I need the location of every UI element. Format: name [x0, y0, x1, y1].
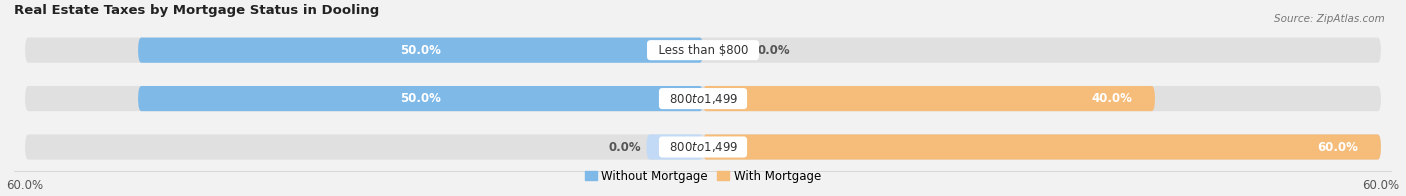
Text: 0.0%: 0.0% [758, 44, 790, 57]
Text: $800 to $1,499: $800 to $1,499 [662, 140, 744, 154]
Text: 50.0%: 50.0% [401, 44, 441, 57]
FancyBboxPatch shape [25, 134, 1381, 160]
Text: Less than $800: Less than $800 [651, 44, 755, 57]
FancyBboxPatch shape [25, 86, 1381, 111]
FancyBboxPatch shape [703, 86, 1154, 111]
Text: $800 to $1,499: $800 to $1,499 [662, 92, 744, 106]
FancyBboxPatch shape [138, 86, 703, 111]
Legend: Without Mortgage, With Mortgage: Without Mortgage, With Mortgage [585, 170, 821, 182]
Text: 40.0%: 40.0% [1091, 92, 1132, 105]
Text: 60.0%: 60.0% [1317, 141, 1358, 153]
FancyBboxPatch shape [703, 134, 1381, 160]
FancyBboxPatch shape [138, 38, 703, 63]
FancyBboxPatch shape [25, 38, 1381, 63]
Text: Source: ZipAtlas.com: Source: ZipAtlas.com [1274, 14, 1385, 24]
Text: 0.0%: 0.0% [609, 141, 641, 153]
Text: Real Estate Taxes by Mortgage Status in Dooling: Real Estate Taxes by Mortgage Status in … [14, 4, 380, 17]
FancyBboxPatch shape [647, 134, 703, 160]
Text: 50.0%: 50.0% [401, 92, 441, 105]
